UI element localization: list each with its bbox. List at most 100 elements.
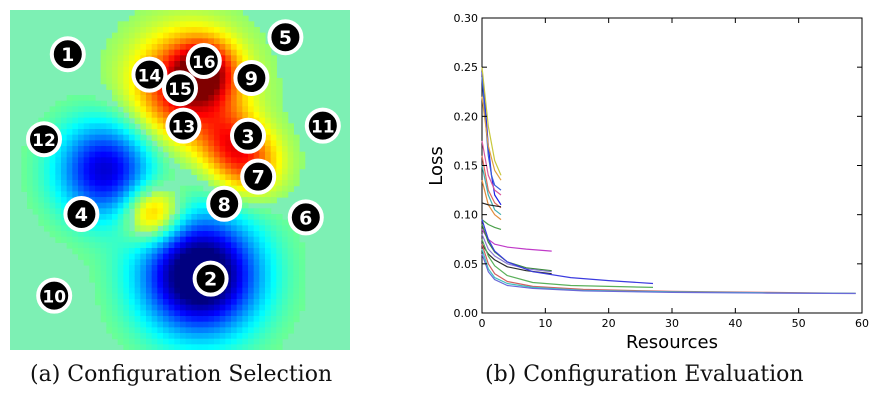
heatmap-cell — [117, 89, 124, 96]
heatmap-cell — [146, 242, 153, 249]
heatmap-cell — [146, 38, 153, 45]
heatmap-cell — [151, 180, 158, 187]
heatmap-cell — [299, 253, 306, 260]
heatmap-cell — [163, 10, 170, 17]
heatmap-cell — [191, 15, 198, 22]
heatmap-cell — [151, 117, 158, 124]
heatmap-cell — [191, 231, 198, 238]
heatmap-cell — [231, 112, 238, 119]
heatmap-cell — [95, 174, 102, 181]
heatmap-cell — [123, 157, 130, 164]
axes: 0 10 20 30 40 50 600.000.050.100.150.200.250.3… — [454, 12, 870, 330]
heatmap-cell — [236, 21, 243, 28]
heatmap-cell — [270, 95, 277, 102]
heatmap-cell — [197, 163, 204, 170]
heatmap-cell — [27, 168, 34, 175]
heatmap-cell — [265, 265, 272, 272]
heatmap-cell — [49, 180, 56, 187]
y-tick-label: 0.05 — [454, 258, 479, 271]
heatmap-cell — [242, 44, 249, 51]
heatmap-cell — [123, 55, 130, 62]
heatmap-cell — [123, 117, 130, 124]
heatmap-cell — [174, 214, 181, 221]
heatmap-cell — [214, 333, 221, 340]
heatmap-cell — [112, 202, 119, 209]
heatmap-cell — [225, 140, 232, 147]
heatmap-cell — [259, 299, 266, 306]
heatmap-cell — [146, 327, 153, 334]
heatmap-cell — [112, 163, 119, 170]
heatmap-cell — [242, 333, 249, 340]
heatmap-cell — [61, 231, 68, 238]
heatmap-cell — [225, 282, 232, 289]
heatmap-cell — [197, 89, 204, 96]
heatmap-cell — [270, 112, 277, 119]
heatmap-cell — [208, 117, 215, 124]
heatmap-cell — [208, 225, 215, 232]
heatmap-cell — [208, 32, 215, 39]
heatmap-cell — [180, 231, 187, 238]
heatmap-cell — [242, 15, 249, 22]
heatmap-cell — [236, 338, 243, 345]
heatmap-cell — [208, 242, 215, 249]
heatmap-cell — [236, 231, 243, 238]
heatmap-cell — [61, 106, 68, 113]
heatmap-cell — [276, 185, 283, 192]
heatmap-cell — [83, 191, 90, 198]
heatmap-cell — [112, 259, 119, 266]
heatmap-cell — [151, 15, 158, 22]
heatmap-cell — [95, 293, 102, 300]
heatmap-cell — [89, 134, 96, 141]
heatmap-cell — [287, 304, 294, 311]
heatmap-cell — [214, 44, 221, 51]
heatmap-cell — [168, 287, 175, 294]
heatmap-cell — [140, 202, 147, 209]
heatmap-cell — [49, 117, 56, 124]
heatmap-cell — [270, 134, 277, 141]
heatmap-cell — [55, 214, 62, 221]
loss-curve-run-19 — [481, 253, 856, 295]
heatmap-cell — [202, 338, 209, 345]
heatmap-cell — [174, 338, 181, 345]
heatmap-cell — [287, 146, 294, 153]
heatmap-cell — [231, 157, 238, 164]
heatmap-cell — [270, 265, 277, 272]
heatmap-cell — [151, 225, 158, 232]
heatmap-cell — [44, 225, 51, 232]
heatmap-cell — [276, 151, 283, 158]
heatmap-cell — [100, 117, 107, 124]
heatmap-cell — [202, 163, 209, 170]
heatmap-cell — [242, 287, 249, 294]
heatmap-cell — [83, 259, 90, 266]
heatmap-cell — [134, 276, 141, 283]
heatmap-cell — [276, 299, 283, 306]
heatmap-cell — [276, 293, 283, 300]
heatmap-cell — [191, 168, 198, 175]
heatmap-cell — [140, 15, 147, 22]
heatmap-cell — [146, 180, 153, 187]
marker-label: 2 — [204, 269, 217, 291]
heatmap-cell — [282, 174, 289, 181]
heatmap-cell — [123, 316, 130, 323]
heatmap-cell — [231, 55, 238, 62]
heatmap-cell — [112, 78, 119, 85]
heatmap-cell — [180, 157, 187, 164]
heatmap-cell — [282, 146, 289, 153]
heatmap-cell — [129, 78, 136, 85]
heatmap-cell — [265, 344, 272, 351]
heatmap-cell — [151, 265, 158, 272]
heatmap-cell — [89, 265, 96, 272]
heatmap-cell — [185, 208, 192, 215]
heatmap-cell — [151, 44, 158, 51]
heatmap-cell — [140, 180, 147, 187]
heatmap-cell — [100, 287, 107, 294]
heatmap-cell — [134, 27, 141, 34]
heatmap-cell — [168, 61, 175, 68]
heatmap-cell — [270, 270, 277, 277]
heatmap-cell — [185, 293, 192, 300]
heatmap-cell — [214, 163, 221, 170]
heatmap-cell — [219, 242, 226, 249]
heatmap-cell — [100, 72, 107, 79]
heatmap-cell — [151, 191, 158, 198]
